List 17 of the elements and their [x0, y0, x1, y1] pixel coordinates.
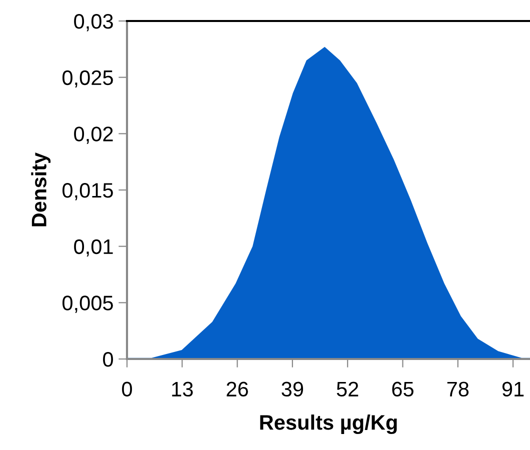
y-tick-label: 0,01 [74, 239, 113, 257]
x-tick-label: 78 [447, 382, 469, 397]
x-tick-label: 26 [226, 382, 248, 397]
y-tick-label: 0 [103, 352, 113, 367]
x-tick-label: 65 [392, 382, 414, 397]
x-tick-label: 39 [282, 382, 304, 397]
y-tick-label: 0,005 [62, 296, 113, 313]
x-tick-label: 91 [502, 382, 524, 397]
x-tick-label: 0 [122, 382, 132, 397]
x-axis-title: Results µg/Kg [260, 414, 397, 434]
y-tick-label: 0,03 [74, 14, 113, 32]
x-tick-label: 52 [336, 382, 358, 397]
x-tick-label: 13 [172, 382, 193, 397]
y-axis-title: Density [31, 152, 51, 226]
y-tick-label: 0,02 [74, 126, 113, 144]
y-tick-label: 0,025 [62, 70, 113, 88]
y-tick-label: 0,015 [62, 183, 113, 200]
